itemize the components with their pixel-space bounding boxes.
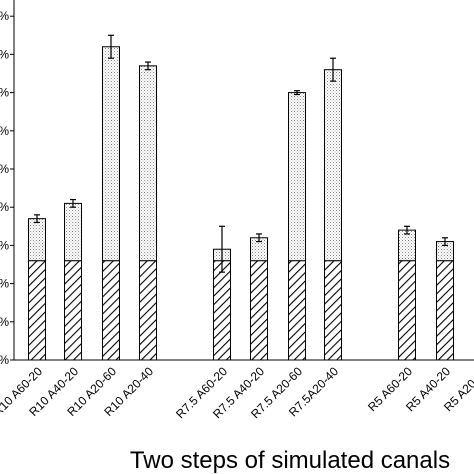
bar-segment-stipple [398,229,416,262]
bar-segment-hatch [324,260,342,361]
bar-segment-hatch [139,260,157,361]
bar-segment-stipple [28,218,46,262]
bar-segment-stipple [324,69,342,262]
bar-segment-stipple [288,92,306,262]
bar-segment-hatch [28,260,46,361]
x-axis-label: Two steps of simulated canals [130,447,450,474]
y-tick-label: % [0,238,9,252]
bar-segment-hatch [250,260,268,361]
bar-segment-hatch [102,260,120,361]
y-tick-label: % [0,162,9,176]
y-tick-label: % [0,9,9,23]
bar-segment-hatch [213,260,231,361]
y-tick-label: % [0,86,9,100]
y-tick-label: % [0,200,9,214]
y-tick-label: % [0,315,9,329]
error-bars [34,34,448,273]
bar-segment-stipple [102,46,120,262]
bar-segment-stipple [139,65,157,262]
bar-segment-hatch [398,260,416,361]
y-tick-label: % [0,277,9,291]
bar-segment-hatch [436,260,454,361]
y-tick-label: % [0,47,9,61]
y-axis: %%%%%%%%%% [0,0,474,367]
bar-segment-stipple [64,202,82,262]
bar-segment-hatch [288,260,306,361]
bar-segment-hatch [64,260,82,361]
y-tick-label: % [0,124,9,138]
y-tick-label: % [0,353,9,367]
bars [28,46,454,361]
